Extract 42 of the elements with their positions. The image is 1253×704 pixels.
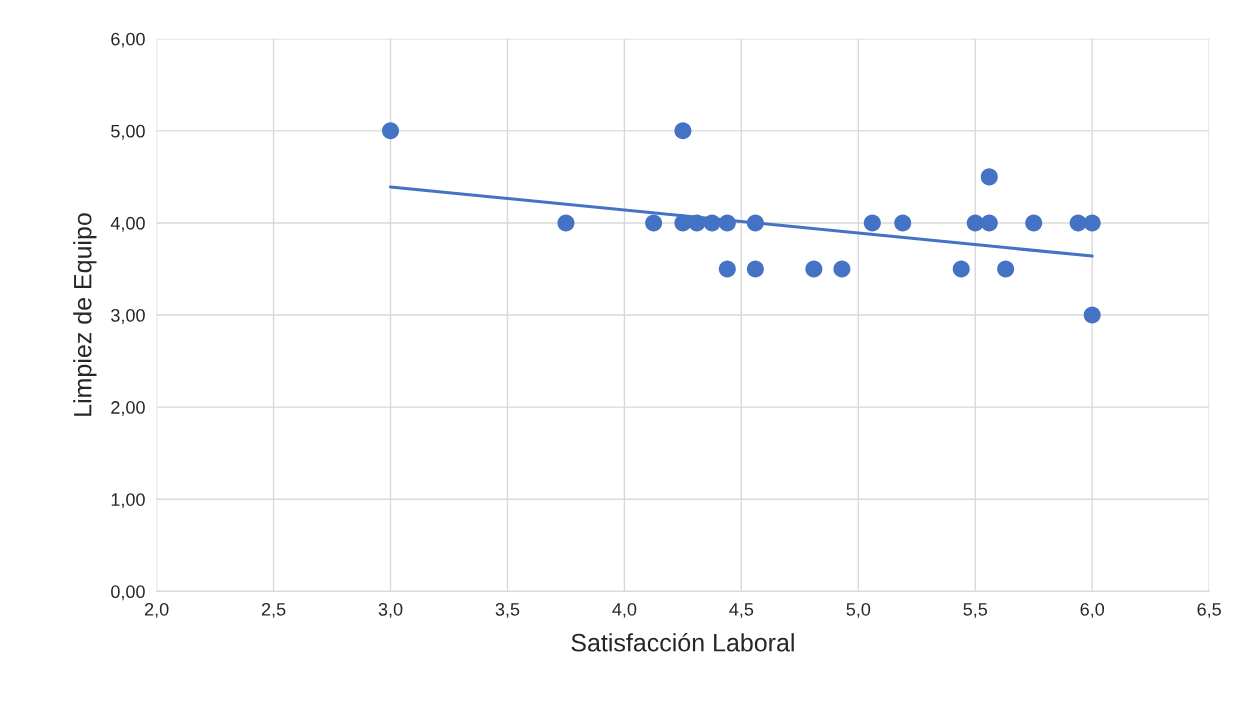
y-tick-label: 4,00 [110,216,145,232]
x-tick-label: 2,5 [261,602,286,618]
point [746,214,764,232]
point [703,214,721,232]
point [1083,306,1101,324]
point [1025,214,1043,232]
y-tick-label: 5,00 [111,124,145,140]
point [557,214,575,232]
point [746,260,764,278]
point [980,168,998,186]
point [718,214,736,232]
x-tick-label: 4,5 [729,603,754,618]
y-tick-label: 2,00 [111,401,145,416]
point [688,214,706,232]
point [645,214,663,232]
x-tick-label: 2,0 [144,602,169,618]
point [718,260,736,278]
y-tick-label: 1,00 [111,493,145,509]
point [980,214,998,232]
point [833,260,851,278]
point [863,214,881,232]
x-tick-label: 3,0 [378,602,403,618]
x-tick-label: 3,5 [495,602,520,618]
x-tick-label: 5,5 [963,603,988,618]
point [997,260,1015,278]
x-axis-title: Satisfacción Laboral [571,632,794,652]
point [966,214,984,232]
x-tick-label: 6,0 [1080,602,1105,618]
y-tick-label: 0,00 [111,585,145,601]
y-axis-title: Limpiez de Equipo [73,213,97,416]
y-tick-label: 3,00 [111,308,145,324]
point [894,214,912,232]
point [674,214,692,232]
x-tick-label: 4,0 [612,602,637,618]
x-tick-label: 6,5 [1197,602,1221,618]
x-tick-label: 5,0 [846,602,871,618]
y-tick-label: 6,00 [111,32,145,48]
point [805,260,823,278]
point [952,260,970,278]
point [674,122,692,140]
point [382,122,400,140]
point [1083,214,1101,232]
